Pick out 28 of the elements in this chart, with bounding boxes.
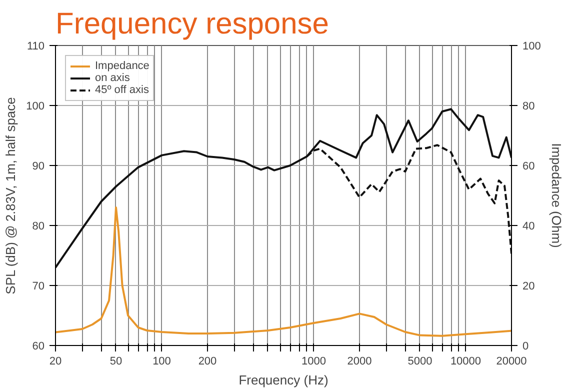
y2-tick-label: 0 — [522, 340, 529, 352]
x-tick-label: 2000 — [347, 356, 372, 368]
y2-tick-label: 100 — [522, 40, 541, 52]
x-tick-label: 10000 — [450, 356, 482, 368]
y-axis-title: SPL (dB) @ 2.83V, 1m, half space — [3, 97, 18, 294]
chart-title: Frequency response — [56, 8, 329, 40]
x-tick-label: 1000 — [302, 356, 326, 368]
y-tick-label: 70 — [32, 280, 45, 292]
y2-tick-label: 20 — [522, 280, 535, 292]
x-tick-label: 50 — [110, 356, 122, 368]
x-tick-label: 200 — [198, 356, 217, 368]
y-tick-label: 100 — [26, 100, 45, 112]
legend-label: 45º off axis — [95, 84, 149, 96]
x-tick-label: 100 — [152, 356, 171, 368]
y2-axis-title: Impedance (Ohm) — [548, 143, 564, 248]
x-axis-title: Frequency (Hz) — [238, 372, 328, 388]
y2-tick-label: 40 — [522, 220, 535, 232]
x-tick-label: 5000 — [408, 356, 432, 368]
y-tick-label: 110 — [26, 40, 45, 52]
y-tick-label: 80 — [32, 220, 45, 232]
y2-tick-label: 60 — [522, 160, 535, 172]
y-tick-label: 90 — [32, 160, 45, 172]
y2-tick-label: 80 — [522, 100, 535, 112]
x-tick-label: 20000 — [496, 356, 527, 368]
legend-label: on axis — [95, 72, 130, 84]
y-tick-label: 60 — [32, 340, 45, 352]
x-tick-label: 20 — [49, 356, 62, 368]
legend-label: Impedance — [95, 60, 150, 72]
